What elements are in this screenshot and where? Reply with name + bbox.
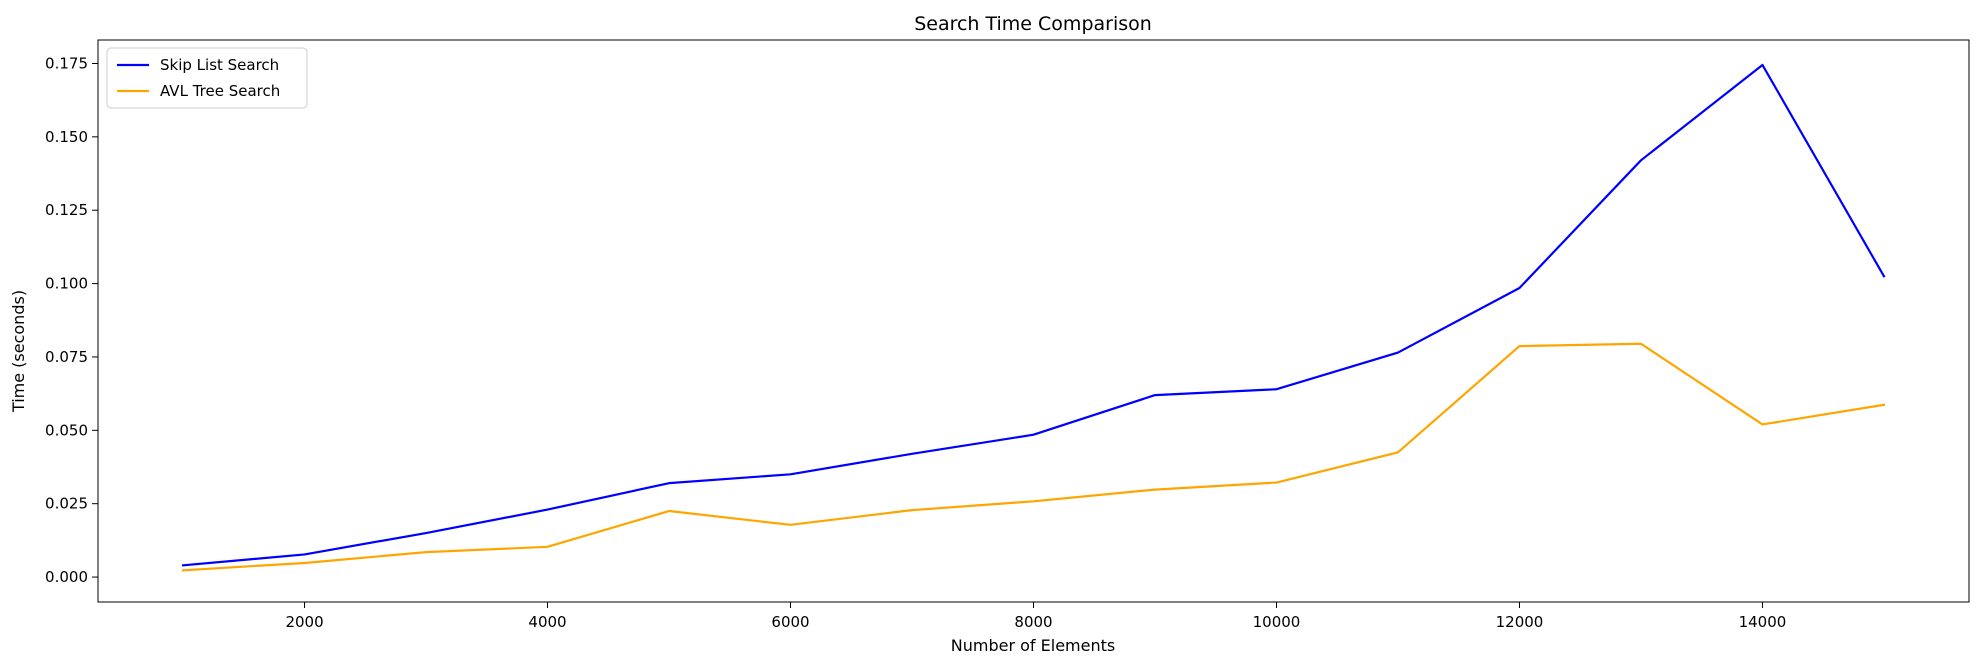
x-tick-label: 8000 — [1014, 613, 1052, 631]
series-lines — [181, 63, 1886, 572]
legend-box — [106, 47, 308, 109]
axes: 2000 4000 6000 8000 10000 12000 14000 0.000 0.02… — [45, 39, 1970, 631]
chart-title: Search Time Comparison — [914, 13, 1152, 35]
legend: Skip List Search AVL Tree Search — [106, 47, 308, 109]
y-tick-label: 0.000 — [45, 568, 88, 586]
x-tick-label: 14000 — [1739, 613, 1787, 631]
y-axis-label: Time (seconds) — [9, 290, 28, 413]
y-tick-label: 0.025 — [45, 495, 88, 513]
series-line-1 — [181, 342, 1886, 572]
series-line-0 — [181, 63, 1886, 567]
x-axis-label: Number of Elements — [951, 636, 1115, 655]
y-tick-label: 0.175 — [45, 54, 88, 72]
x-tick-label: 6000 — [771, 613, 809, 631]
y-tick-label: 0.075 — [45, 348, 88, 366]
legend-label-1: AVL Tree Search — [160, 82, 280, 100]
y-tick-label: 0.125 — [45, 201, 88, 219]
y-tick-label: 0.100 — [45, 275, 88, 293]
x-tick-label: 10000 — [1253, 613, 1301, 631]
y-tick-label: 0.050 — [45, 421, 88, 439]
x-tick-label: 2000 — [285, 613, 323, 631]
x-tick-label: 12000 — [1496, 613, 1544, 631]
x-tick-label: 4000 — [528, 613, 566, 631]
legend-label-0: Skip List Search — [160, 56, 279, 74]
y-tick-label: 0.150 — [45, 128, 88, 146]
